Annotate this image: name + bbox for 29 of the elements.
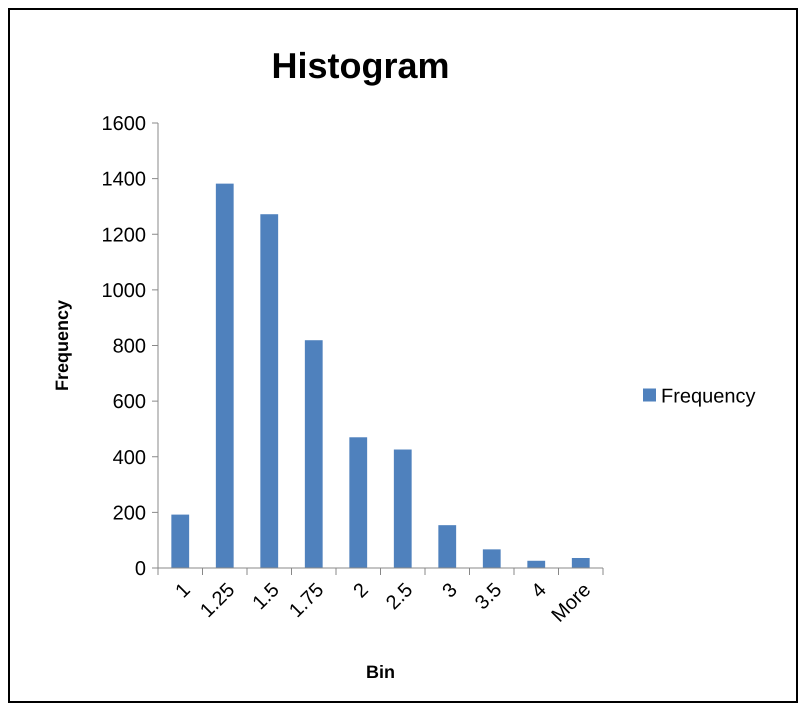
y-tick-label: 200 [112, 502, 146, 524]
x-tick-label: 4 [527, 578, 551, 602]
x-tick-label: 1 [171, 578, 195, 602]
y-tick-label: 1600 [102, 113, 146, 135]
y-tick-label: 400 [112, 446, 146, 469]
y-tick-label: 800 [112, 336, 146, 358]
bar [304, 340, 323, 568]
x-tick-label: 1.5 [248, 578, 284, 614]
chart-title: Histogram [271, 45, 450, 86]
bar [171, 514, 190, 568]
y-tick-label: 1400 [102, 168, 146, 191]
y-tick-label: 1200 [102, 224, 146, 246]
bar [438, 525, 456, 568]
bar [572, 558, 590, 568]
x-axis-title: Bin [366, 662, 395, 682]
x-tick-label: 2.5 [382, 578, 418, 614]
x-tick-label: 3.5 [471, 578, 506, 614]
y-tick-label: 600 [112, 391, 146, 414]
bar [216, 184, 234, 568]
bar [394, 450, 412, 568]
bar [260, 214, 278, 568]
y-tick-label: 0 [134, 558, 146, 580]
y-axis-title: Frequency [52, 300, 72, 392]
y-tick-label: 1000 [102, 280, 146, 302]
bar [349, 437, 368, 568]
x-tick-label: 2 [349, 578, 373, 602]
x-tick-label: 3 [438, 578, 462, 602]
legend-label: Frequency [661, 386, 756, 408]
bar [482, 549, 501, 568]
